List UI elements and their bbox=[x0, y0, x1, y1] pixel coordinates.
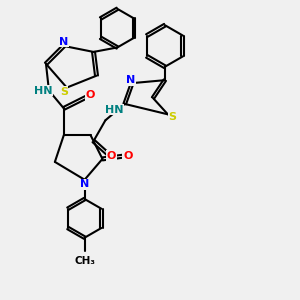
Text: HN: HN bbox=[105, 105, 124, 115]
Text: N: N bbox=[80, 179, 89, 189]
Text: S: S bbox=[168, 112, 176, 122]
Text: S: S bbox=[60, 87, 68, 97]
Text: N: N bbox=[126, 75, 135, 85]
Text: HN: HN bbox=[34, 85, 52, 96]
Text: N: N bbox=[59, 37, 68, 46]
Text: CH₃: CH₃ bbox=[74, 256, 95, 266]
Text: O: O bbox=[123, 151, 132, 161]
Text: O: O bbox=[107, 151, 116, 161]
Text: O: O bbox=[86, 90, 95, 100]
